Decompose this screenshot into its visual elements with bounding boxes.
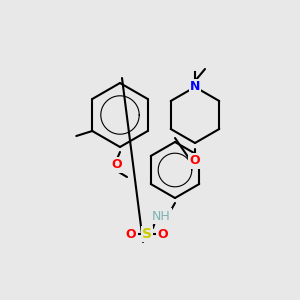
Text: O: O [126, 227, 136, 241]
Text: N: N [190, 80, 200, 94]
Text: O: O [158, 227, 168, 241]
Text: S: S [142, 227, 152, 241]
Text: O: O [190, 154, 200, 167]
Text: O: O [112, 158, 122, 172]
Text: NH: NH [152, 209, 170, 223]
